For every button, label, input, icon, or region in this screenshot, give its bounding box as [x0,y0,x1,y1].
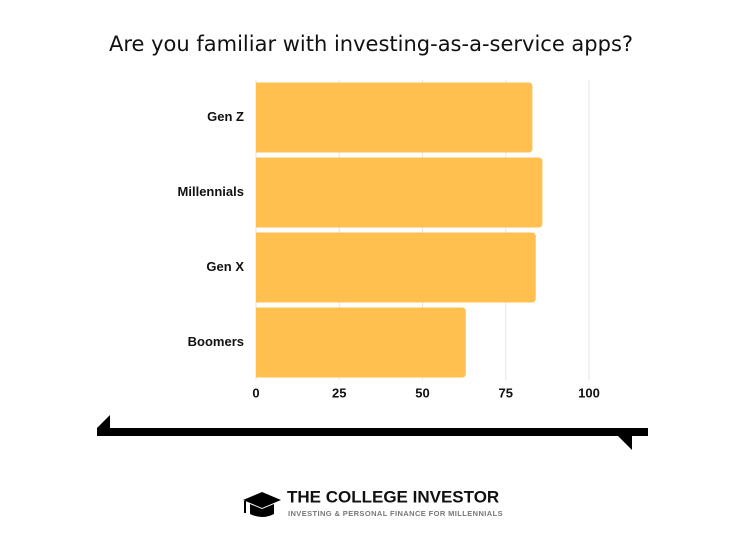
bar [256,157,543,228]
y-tick-label: Gen Z [207,109,244,124]
logo-cap [243,492,281,508]
arrow-decoration [97,415,648,450]
y-tick-label: Boomers [188,334,244,349]
y-tick-label: Millennials [178,184,244,199]
logo-tagline: INVESTING & PERSONAL FINANCE FOR MILLENN… [288,509,503,518]
chart-title: Are you familiar with investing-as-a-ser… [109,32,633,56]
bar [256,307,466,378]
x-tick-label: 75 [499,385,513,400]
bar [256,232,536,303]
x-tick-label: 50 [415,385,429,400]
x-tick-label: 0 [252,385,259,400]
logo-title: THE COLLEGE INVESTOR [287,487,499,506]
x-tick-label: 100 [578,385,600,400]
bar [256,82,533,153]
logo-cap-base [250,504,274,517]
logo: THE COLLEGE INVESTOR INVESTING & PERSONA… [243,487,503,518]
x-tick-label: 25 [332,385,346,400]
y-tick-label: Gen X [206,259,244,274]
